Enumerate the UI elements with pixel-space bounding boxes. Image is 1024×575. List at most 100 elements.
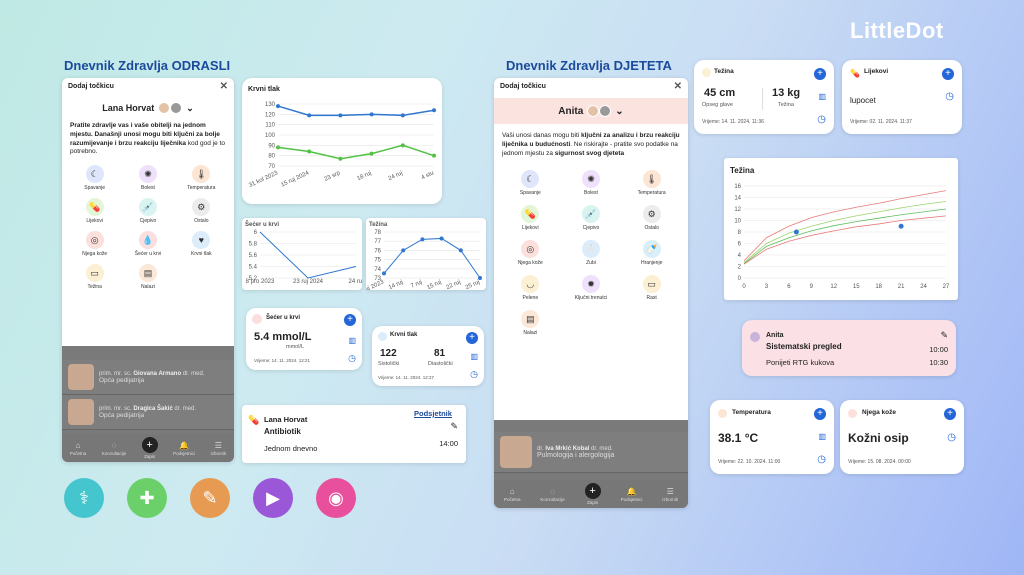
- nav-item-0[interactable]: ⌂ Početna: [504, 487, 521, 502]
- add-button[interactable]: +: [814, 68, 826, 80]
- add-button[interactable]: +: [944, 408, 956, 420]
- weight-card[interactable]: Težina + 45 cm Opseg glave 13 kg Težina …: [694, 60, 834, 134]
- clock-icon[interactable]: ◷: [470, 369, 478, 379]
- chart-icon[interactable]: ▥: [818, 432, 826, 441]
- y-tick-label: 4: [738, 253, 742, 259]
- play-icon[interactable]: ▶: [253, 478, 293, 518]
- entry-type-8[interactable]: ♥ Krvni tlak: [175, 231, 228, 257]
- chat-icon[interactable]: ✎: [190, 478, 230, 518]
- y-tick-label: 80: [268, 154, 275, 160]
- y-tick-label: 75: [374, 258, 381, 264]
- reminder-frequency: Jednom dnevno: [264, 444, 318, 453]
- clock-icon[interactable]: ◷: [947, 432, 956, 443]
- entry-type-6[interactable]: ◎ Njega kože: [68, 231, 121, 257]
- nav-item-4[interactable]: ☰ Izbornik: [210, 441, 226, 456]
- entry-type-12[interactable]: ▤ Nalazi: [500, 310, 561, 336]
- doctor-row[interactable]: prim. mr. sc. Dragica Šakić dr. med. Opća…: [62, 395, 234, 430]
- chart-icon[interactable]: ▥: [348, 336, 356, 345]
- chart-icon[interactable]: ▥: [818, 92, 826, 101]
- entry-type-4[interactable]: 💉 Cjepivo: [561, 205, 622, 231]
- close-icon[interactable]: ✕: [219, 81, 228, 92]
- sugar-chart-card: 5.2 5.4 5.6 5.8 6 8 pro 2023 23 ruj 2024 24 ruj…: [242, 218, 364, 290]
- entry-type-3[interactable]: 💊 Lijekovi: [68, 198, 121, 224]
- entry-type-8[interactable]: 🍼 Hranjenje: [621, 240, 682, 266]
- entry-type-11[interactable]: ▭ Rast: [621, 275, 682, 301]
- nav-item-2[interactable]: + Zapis: [141, 437, 158, 459]
- entry-type-1[interactable]: ✺ Bolest: [561, 170, 622, 196]
- clock-icon[interactable]: ◷: [817, 114, 826, 125]
- doctor-row[interactable]: dr. Iva Mrkić Kobal dr. med. Pulmologija …: [494, 432, 688, 473]
- bp-card[interactable]: Krvni tlak + 122 Sistolički 81 Diastolič…: [372, 326, 484, 386]
- nav-item-0[interactable]: ⌂ Početna: [70, 441, 87, 456]
- nav-item-2[interactable]: + Zapis: [584, 483, 601, 505]
- x-tick-label: 6: [787, 284, 791, 290]
- entry-type-2[interactable]: 🌡 Temperatura: [621, 170, 682, 196]
- skin-care-card[interactable]: Njega kože + Kožni osip Vrijeme: 15. 08.…: [840, 400, 964, 474]
- entry-type-5[interactable]: ⚙ Ostalo: [621, 205, 682, 231]
- data-point: [439, 236, 444, 241]
- meds-card[interactable]: 💊 Lijekovi + lupocet Vrijeme: 02. 11. 20…: [842, 60, 962, 134]
- entry-type-10[interactable]: ▤ Nalazi: [121, 264, 174, 290]
- entry-type-0[interactable]: ☾ Spavanje: [500, 170, 561, 196]
- entry-type-0[interactable]: ☾ Spavanje: [68, 165, 121, 191]
- nav-item-3[interactable]: 🔔 Podsjetnici: [173, 441, 195, 456]
- doctor-icon[interactable]: ⚕: [64, 478, 104, 518]
- series-line-2: [743, 208, 947, 264]
- temperature-card[interactable]: Temperatura + 38.1 °C Vrijeme: 22. 10. 2…: [710, 400, 834, 474]
- child-phone-screen: Dodaj točkicu ✕ Anita ⌄ Vaši unosi danas m…: [494, 78, 688, 508]
- nav-label: Podsjetnici: [173, 450, 195, 456]
- entry-type-1[interactable]: ✺ Bolest: [121, 165, 174, 191]
- x-tick-label: 23 ruj 2024: [293, 279, 324, 285]
- x-tick-label: 12: [830, 284, 837, 290]
- add-button[interactable]: +: [942, 68, 954, 80]
- nav-item-3[interactable]: 🔔 Podsjetnici: [621, 487, 643, 502]
- series-line-3: [743, 215, 947, 265]
- entry-type-2[interactable]: 🌡 Temperatura: [175, 165, 228, 191]
- entry-type-7[interactable]: 💧 Šećer u krvi: [121, 231, 174, 257]
- reminder-time: 14:00: [439, 439, 458, 448]
- entry-type-icon: ▤: [138, 264, 157, 283]
- entry-type-3[interactable]: 💊 Lijekovi: [500, 205, 561, 231]
- sugar-card[interactable]: Šećer u krvi + 5.4 mmol/L mmol/L Vrijeme…: [246, 308, 362, 370]
- user-selector[interactable]: Anita ⌄: [494, 98, 688, 124]
- y-tick-label: 8: [738, 230, 742, 236]
- growth-chart-card: Težina 0 2 4 6 8 10 12 14 16 0 3 6 9 12 15 18 21 24 27: [724, 158, 958, 300]
- nav-item-1[interactable]: ◌ Konzultacije: [540, 487, 564, 502]
- entry-type-6[interactable]: ◎ Njega kože: [500, 240, 561, 266]
- clock-icon[interactable]: ◷: [348, 353, 356, 363]
- clock-icon[interactable]: ◷: [945, 91, 954, 102]
- nav-item-4[interactable]: ☰ Izbornik: [662, 487, 678, 502]
- entry-type-9[interactable]: ▭ Težina: [68, 264, 121, 290]
- nav-item-1[interactable]: ◌ Konzultacije: [102, 441, 126, 456]
- y-tick-label: 5.8: [249, 242, 258, 248]
- reminder-card[interactable]: 💊 Lana Horvat Podsjetnik ✎ Antibiotik Je…: [242, 405, 466, 463]
- entry-type-7[interactable]: 🦷 Zubi: [561, 240, 622, 266]
- edit-icon[interactable]: ✎: [450, 421, 458, 431]
- ear-icon[interactable]: ◉: [316, 478, 356, 518]
- user-selector[interactable]: Lana Horvat ⌄: [62, 98, 234, 118]
- entry-type-label: Temperatura: [637, 190, 666, 197]
- add-button[interactable]: +: [466, 332, 478, 344]
- bp-line-chart: 70 80 90 100 110 120 130 31 kol 2023 15 ruj 2024…: [248, 102, 436, 189]
- reminder-link[interactable]: Podsjetnik: [414, 409, 452, 418]
- chart-icon[interactable]: ▥: [470, 352, 478, 361]
- appointment-card[interactable]: Anita ✎ Sistematski pregled 10:00 Ponije…: [742, 320, 956, 376]
- add-button[interactable]: +: [344, 314, 356, 326]
- clock-icon[interactable]: ◷: [817, 454, 826, 465]
- close-icon[interactable]: ✕: [673, 81, 682, 92]
- entry-type-4[interactable]: 💉 Cjepivo: [121, 198, 174, 224]
- entry-time: Vrijeme: 14. 11. 2024. 12:27: [378, 375, 435, 380]
- y-tick-label: 70: [268, 164, 275, 170]
- appointment-start: 10:00: [929, 345, 948, 354]
- data-point: [458, 248, 463, 253]
- add-entry-button[interactable]: +: [141, 437, 158, 453]
- doctor-row[interactable]: prim. mr. sc. Giovana Armano dr. med. Opć…: [62, 360, 234, 395]
- bandage-icon[interactable]: ✚: [127, 478, 167, 518]
- add-entry-button[interactable]: +: [584, 483, 601, 499]
- pill-icon: 💊: [248, 415, 260, 425]
- entry-type-5[interactable]: ⚙ Ostalo: [175, 198, 228, 224]
- entry-type-9[interactable]: ◡ Pelene: [500, 275, 561, 301]
- entry-type-10[interactable]: ✹ Ključni trenutci: [561, 275, 622, 301]
- add-button[interactable]: +: [814, 408, 826, 420]
- edit-icon[interactable]: ✎: [940, 330, 948, 340]
